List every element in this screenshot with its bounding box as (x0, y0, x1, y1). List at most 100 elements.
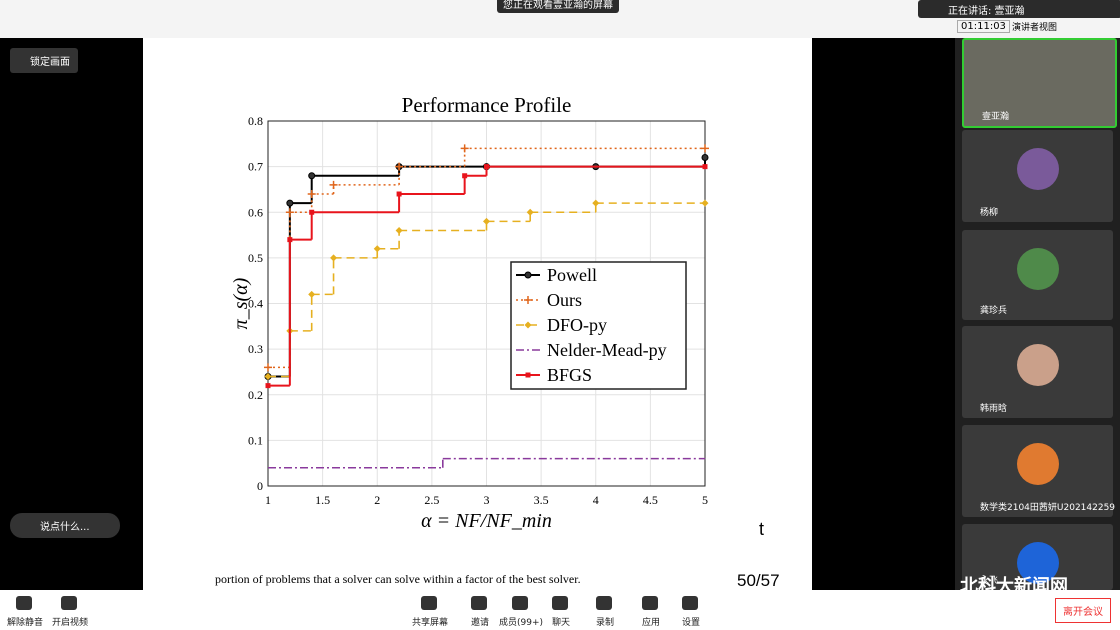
participant-tile: 永飞 (962, 524, 1113, 590)
view-mode[interactable]: 演讲者视图 (1012, 23, 1058, 33)
participant-tile: 龚珍兵 (962, 230, 1113, 320)
point (701, 154, 709, 161)
toolbar-button[interactable]: 录制 (595, 618, 614, 628)
avatar (1017, 542, 1059, 584)
chart: 1 1.5 2 2.5 3 3.5 4 4.5 5 0 0.1 0.2 0.3 0.4 0.5 0.6 0.7 0… (230, 93, 709, 532)
participant-name: 壹亚瀚 (982, 112, 1010, 122)
toolbar-icon (512, 596, 528, 610)
point (286, 199, 294, 207)
legend-marker (525, 372, 531, 378)
point (396, 191, 402, 197)
y-tick-label: 0.7 (248, 160, 263, 174)
avatar (1017, 148, 1059, 190)
chart-title: Performance Profile (402, 93, 572, 117)
point (285, 208, 294, 217)
toolbar-icon (552, 596, 568, 610)
toolbar-button[interactable]: 成员(99+) (498, 618, 544, 628)
toolbar-button[interactable]: 应用 (641, 618, 660, 628)
y-tick-label: 0.3 (248, 342, 263, 356)
point (308, 172, 316, 180)
toolbar-icon (642, 596, 658, 610)
x-tick-label: 3.5 (534, 493, 549, 507)
point (264, 363, 272, 372)
participant-name: 永飞 (980, 576, 999, 586)
toolbar-icon (682, 596, 698, 610)
participant-name: 龚珍兵 (980, 306, 1008, 316)
point (483, 217, 490, 225)
lock-screen[interactable]: 锁定画面 (10, 48, 78, 73)
legend-marker (524, 321, 532, 329)
avatar (1017, 248, 1059, 290)
legend-marker (524, 296, 532, 304)
x-tick-label: 5 (702, 493, 708, 507)
point (264, 373, 272, 380)
x-tick-label: 2.5 (424, 493, 439, 507)
toolbar-button[interactable]: 共享屏幕 (411, 618, 448, 628)
participant-tile: 韩雨晗 (962, 326, 1113, 418)
y-tick-label: 0.5 (248, 251, 263, 265)
x-axis-label: α = NF/NF_min (421, 510, 552, 532)
y-tick-label: 0.8 (248, 114, 263, 128)
x-tick-label: 4 (593, 493, 599, 507)
x-tick-label: 2 (374, 493, 380, 507)
legend-marker (524, 271, 532, 279)
avatar (1017, 443, 1059, 485)
x-tick-label: 1.5 (315, 493, 330, 507)
slide-fragment: t (759, 519, 765, 539)
speaking: 正在讲话: 壹亚瀚 (918, 0, 1120, 18)
toolbar-button[interactable]: 聊天 (551, 618, 570, 628)
toolbar-icon (421, 596, 437, 610)
point (329, 180, 338, 189)
point (702, 164, 708, 170)
point (330, 254, 338, 262)
point (307, 190, 316, 198)
point (701, 199, 709, 207)
x-tick-label: 4.5 (643, 493, 658, 507)
point (265, 383, 271, 389)
point (287, 237, 293, 243)
toolbar-icon (61, 596, 77, 610)
point (308, 290, 316, 298)
leave-button[interactable]: 离开会议 (1055, 598, 1111, 623)
y-tick-label: 0.1 (248, 433, 263, 447)
x-tick-label: 3 (484, 493, 490, 507)
y-tick-label: 0.6 (248, 205, 263, 219)
legend-label: Powell (547, 265, 597, 285)
sharing-notice: 您正在观看壹亚瀚的屏幕 (497, 0, 619, 13)
participant-panel: 壹亚瀚杨柳龚珍兵韩雨晗数学类2104田茜妍U202142259 永飞 (955, 38, 1120, 590)
chat-input[interactable]: 说点什么... (10, 513, 120, 538)
point (462, 173, 468, 179)
participant-tile: 数学类2104田茜妍U202142259 (962, 425, 1115, 517)
toolbar-button[interactable]: 设置 (681, 618, 700, 628)
toolbar-button[interactable]: 开启视频 (51, 618, 88, 628)
top-bar: 您正在观看壹亚瀚的屏幕 正在讲话: 壹亚瀚 01:11:03 演讲者视图 (0, 0, 1120, 38)
participant-name: 杨柳 (980, 208, 999, 218)
point (701, 144, 709, 153)
participant-name: 韩雨晗 (980, 404, 1008, 414)
legend-box (510, 261, 687, 390)
point (395, 227, 403, 234)
point (484, 164, 489, 170)
point (460, 144, 469, 153)
participant-tile: 壹亚瀚 (962, 38, 1117, 128)
y-tick-label: 0.4 (248, 297, 263, 311)
toolbar-icon (471, 596, 487, 610)
axes-box (267, 120, 706, 487)
legend-label: BFGS (547, 365, 592, 385)
x-tick-label: 1 (265, 493, 271, 507)
participant-tile: 杨柳 (962, 130, 1113, 222)
toolbar-button[interactable]: 解除静音 (6, 618, 43, 628)
page-number: 50/57 (737, 571, 780, 590)
toolbar-icon (16, 596, 32, 610)
y-tick-label: 0.2 (248, 388, 263, 402)
toolbar-icon (596, 596, 612, 610)
toolbar-button[interactable]: 邀请 (470, 618, 489, 628)
point (395, 162, 404, 171)
slide-footer: portion of problems that a solver can so… (215, 572, 581, 586)
point (309, 209, 315, 215)
y-tick-label: 0 (257, 479, 263, 493)
watermark: 北科大新闻网 (960, 576, 1068, 597)
point (592, 199, 600, 207)
legend-label: Ours (547, 290, 582, 310)
